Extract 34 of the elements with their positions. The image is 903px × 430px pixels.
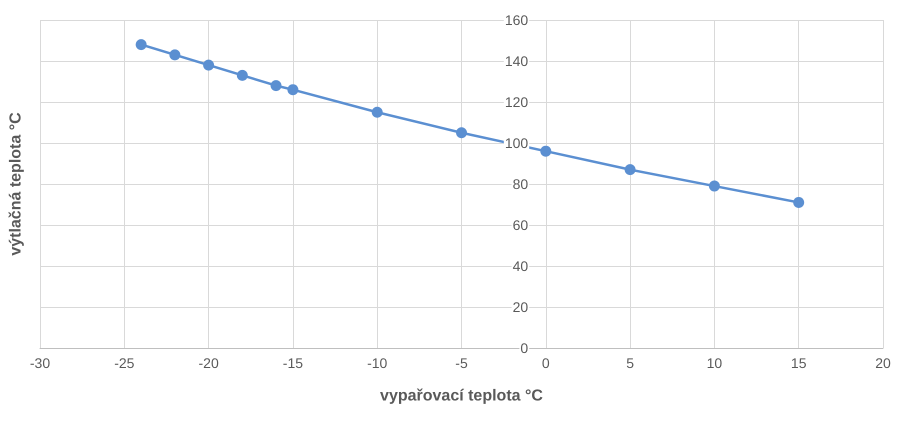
- point: [169, 49, 180, 60]
- x-tick-label: 10: [706, 355, 722, 371]
- point: [708, 180, 720, 192]
- y-axis-title: výtlačná teplota °C: [8, 112, 24, 256]
- point: [456, 127, 467, 138]
- y-tick-label: 40: [512, 258, 528, 274]
- x-tick-label: 20: [875, 355, 891, 371]
- y-tick-label: 120: [504, 94, 528, 110]
- point: [136, 39, 147, 50]
- x-tick-label: -20: [198, 355, 219, 371]
- x-tick-label: -15: [282, 355, 304, 371]
- y-tick-label: 160: [504, 12, 528, 28]
- y-tick-label: 80: [512, 176, 528, 192]
- y-tick-label: 20: [512, 299, 528, 315]
- point: [624, 164, 636, 176]
- point: [287, 84, 298, 96]
- x-tick-label: 0: [542, 355, 550, 371]
- point: [203, 60, 214, 71]
- point: [270, 80, 282, 92]
- x-tick-label: -30: [30, 355, 50, 371]
- y-tick-label: 140: [504, 53, 528, 69]
- x-tick-label: 15: [790, 355, 807, 371]
- x-tick-label: -5: [455, 355, 468, 371]
- point: [793, 196, 804, 208]
- x-axis-title: vypařovací teplota °C: [380, 388, 544, 404]
- y-tick-label: 100: [504, 135, 528, 151]
- y-tick-label: 0: [520, 340, 528, 356]
- x-tick-label: 5: [626, 355, 634, 371]
- point: [372, 106, 383, 118]
- point: [540, 146, 552, 157]
- x-tick-label: -10: [367, 355, 388, 371]
- point: [236, 70, 248, 81]
- y-tick-label: 60: [512, 217, 528, 233]
- x-tick-label: -25: [114, 355, 135, 371]
